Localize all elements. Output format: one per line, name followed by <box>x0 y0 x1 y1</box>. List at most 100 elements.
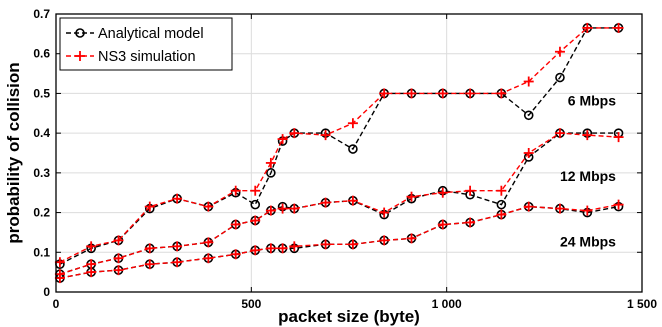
data-point-plus <box>86 241 97 252</box>
data-point-plus <box>320 130 331 141</box>
data-point-plus <box>613 199 624 210</box>
data-point-plus <box>582 22 593 33</box>
data-point-plus <box>86 267 97 278</box>
legend-marker-plus <box>75 51 85 61</box>
legend: Analytical model NS3 simulation <box>59 17 233 71</box>
data-point-plus <box>277 134 288 145</box>
series-line-24-mbps-simulation <box>59 203 619 279</box>
series-group-label: 12 Mbps <box>560 168 616 184</box>
data-point-plus <box>203 253 214 264</box>
data-point-plus <box>465 88 476 99</box>
data-point-plus <box>582 205 593 216</box>
data-point-plus <box>347 118 358 129</box>
data-point-plus <box>320 239 331 250</box>
annotations: 6 Mbps 12 Mbps 24 Mbps <box>560 92 616 249</box>
data-point-plus <box>437 187 448 198</box>
data-point-plus <box>523 201 534 212</box>
x-tick-label: 0 <box>53 297 60 311</box>
data-point-plus <box>203 201 214 212</box>
data-point-plus <box>406 191 417 202</box>
legend-item: Analytical model <box>66 26 204 42</box>
x-tick-label: 1 000 <box>432 297 462 311</box>
data-point-plus <box>289 128 300 139</box>
y-tick-label: 0.1 <box>33 245 50 259</box>
data-point-plus <box>113 235 124 246</box>
axis-ticks: 0 0.1 0.2 0.3 0.4 0.5 0.6 0.7 0 500 1 000 1 500 <box>33 7 657 311</box>
data-point-plus <box>406 88 417 99</box>
data-point-plus <box>172 257 183 268</box>
series-line-24-mbps-analytical <box>59 205 619 279</box>
data-point-plus <box>582 130 593 141</box>
series-12-mbps-analytical <box>55 128 624 279</box>
legend-box <box>59 17 233 71</box>
data-point-plus <box>379 235 390 246</box>
x-axis-label: packet size (byte) <box>278 307 420 326</box>
series-6-mbps-simulation <box>54 22 624 268</box>
data-point-circle <box>496 199 507 210</box>
x-tick-label: 1 500 <box>627 297 657 311</box>
data-point-plus <box>613 22 624 33</box>
data-point-circle <box>250 199 261 210</box>
series-24-mbps-simulation <box>54 199 624 284</box>
data-point-plus <box>113 265 124 276</box>
y-tick-label: 0.7 <box>33 7 50 21</box>
data-point-plus <box>523 76 534 87</box>
data-point-plus <box>144 243 155 254</box>
y-tick-label: 0.2 <box>33 206 50 220</box>
data-point-plus <box>230 249 241 260</box>
data-point-plus <box>496 209 507 220</box>
data-point-plus <box>250 215 261 226</box>
series-line-6-mbps-analytical <box>59 27 619 265</box>
y-tick-label: 0 <box>43 285 50 299</box>
data-point-plus <box>265 205 276 216</box>
data-point-plus <box>230 219 241 230</box>
data-point-plus <box>250 185 261 196</box>
data-point-plus <box>250 245 261 256</box>
data-point-plus <box>265 157 276 168</box>
data-point-plus <box>289 241 300 252</box>
data-point-circle <box>555 72 565 83</box>
plot-frame <box>55 13 643 293</box>
data-point-plus <box>496 88 507 99</box>
legend-label: Analytical model <box>98 26 204 42</box>
data-point-plus <box>437 219 448 230</box>
series-line-12-mbps-analytical <box>59 132 619 275</box>
data-point-plus <box>230 185 241 196</box>
data-point-circle <box>523 110 534 121</box>
y-axis-label: probability of collision <box>4 62 23 243</box>
data-point-plus <box>496 185 507 196</box>
data-point-plus <box>144 259 155 270</box>
data-point-plus <box>277 243 288 254</box>
data-point-plus <box>277 203 288 214</box>
data-point-plus <box>265 243 276 254</box>
plot-series <box>54 22 624 284</box>
data-point-plus <box>144 201 155 212</box>
series-24-mbps-analytical <box>55 201 624 283</box>
data-point-plus <box>320 197 331 208</box>
y-tick-label: 0.3 <box>33 166 50 180</box>
x-tick-label: 500 <box>241 297 261 311</box>
series-group-label: 6 Mbps <box>568 92 616 108</box>
data-point-plus <box>347 239 358 250</box>
data-point-plus <box>113 253 124 264</box>
data-point-plus <box>406 233 417 244</box>
legend-marker-circle <box>75 28 85 38</box>
data-point-circle <box>348 144 358 154</box>
data-point-plus <box>554 46 565 57</box>
series-group-label: 24 Mbps <box>560 233 616 249</box>
data-point-plus <box>172 241 183 252</box>
data-point-plus <box>379 88 390 99</box>
y-tick-label: 0.6 <box>33 47 50 61</box>
data-point-circle <box>266 168 276 178</box>
legend-item: NS3 simulation <box>66 49 196 65</box>
data-point-plus <box>613 132 624 143</box>
series-12-mbps-simulation <box>54 128 624 280</box>
data-point-plus <box>465 185 476 196</box>
data-point-plus <box>437 88 448 99</box>
data-point-plus <box>347 195 358 206</box>
data-point-plus <box>465 217 476 228</box>
legend-label: NS3 simulation <box>98 49 196 65</box>
data-point-plus <box>523 148 534 158</box>
data-point-plus <box>172 193 183 204</box>
